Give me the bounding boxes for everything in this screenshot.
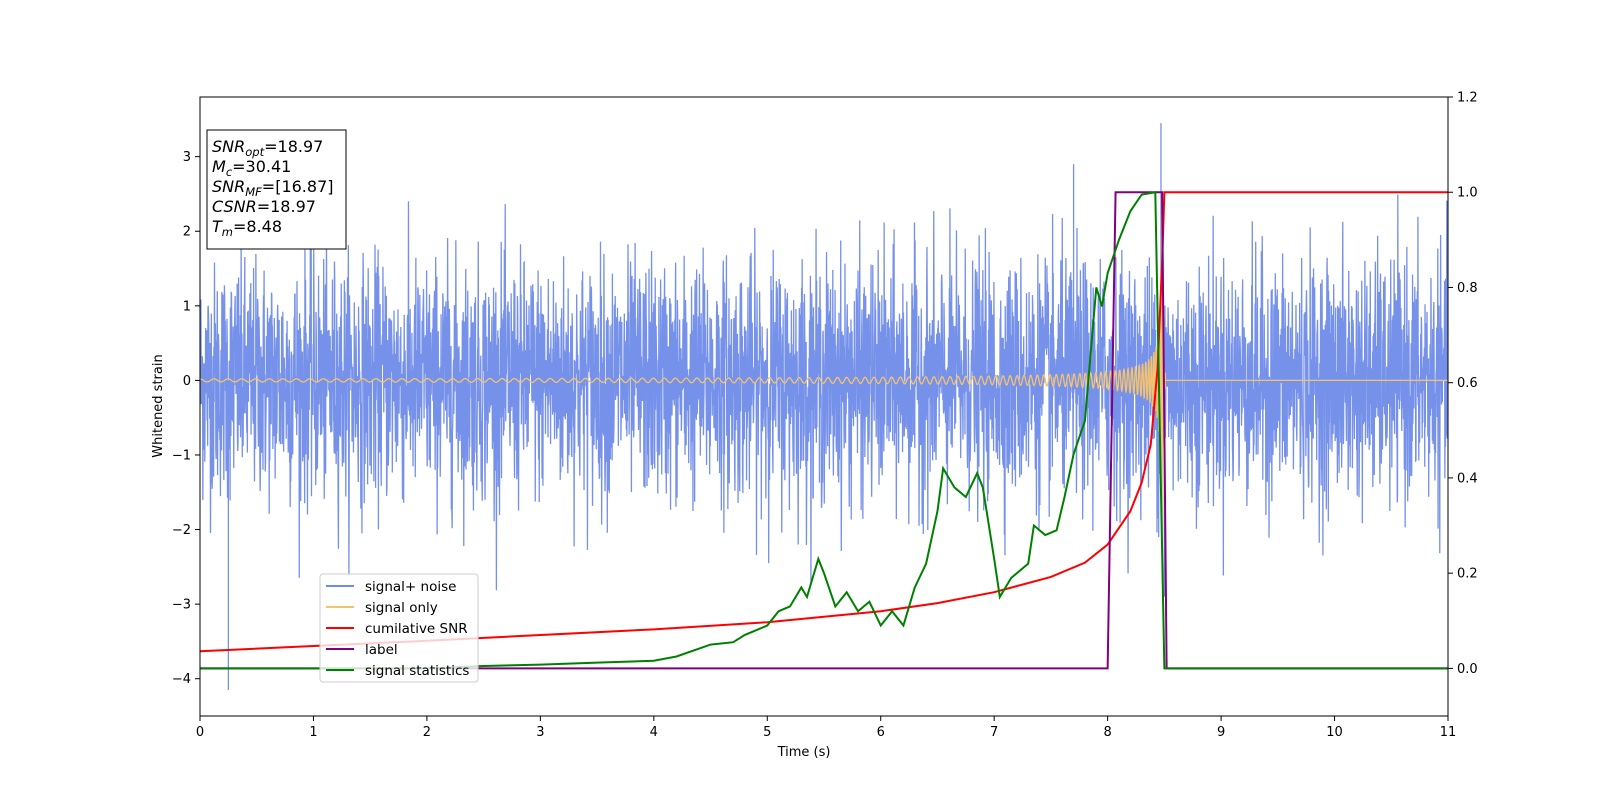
- x-tick-label: 8: [1103, 725, 1111, 740]
- legend: signal+ noise signal only cumilative SNR la…: [319, 573, 479, 683]
- x-axis-label: Time (s): [777, 745, 831, 760]
- legend-entry: signal+ noise: [365, 579, 456, 595]
- y-tick-label: −3: [172, 598, 191, 613]
- y-tick-label: −4: [172, 672, 191, 687]
- y-tick-label: 1: [183, 299, 191, 314]
- annotation-box: SNRopt=18.97Mc=30.41SNRMF=[16.87]CSNR=18…: [206, 129, 347, 250]
- x-tick-label: 1: [309, 725, 317, 740]
- annotation-line: SNRopt=18.97: [212, 137, 323, 159]
- y-tick-label: 2: [183, 225, 191, 240]
- y-tick-label: 3: [183, 150, 191, 165]
- x-tick-label: 3: [536, 725, 544, 740]
- plot-area: [200, 123, 1448, 690]
- axes-frame: [199, 96, 1449, 717]
- y2-tick-label: 0.8: [1457, 281, 1478, 296]
- legend-frame: [319, 573, 479, 683]
- series-group: [200, 123, 1448, 690]
- annotation-line: Mc=30.41: [212, 157, 291, 179]
- y2-tick-label: 0.4: [1457, 471, 1478, 486]
- annotation-line: SNRMF=[16.87]: [212, 177, 334, 199]
- y-tick-label: −2: [172, 523, 191, 538]
- x-tick-label: 6: [877, 725, 885, 740]
- y-tick-label: 0: [183, 374, 191, 389]
- annotation-line: CSNR=18.97: [212, 197, 316, 216]
- y-axis-label: Whitened strain: [151, 354, 166, 457]
- y2-tick-label: 1.2: [1457, 91, 1478, 106]
- y2-tick-label: 0.2: [1457, 567, 1478, 582]
- annotation-frame: [206, 129, 347, 250]
- x-tick-label: 0: [196, 725, 204, 740]
- x-tick-label: 2: [423, 725, 431, 740]
- annotation-line: Tm=8.48: [212, 217, 282, 239]
- legend-entry: signal only: [365, 600, 438, 616]
- y2-tick-label: 0.6: [1457, 376, 1478, 391]
- legend-entry: cumilative SNR: [365, 621, 468, 637]
- legend-entry: signal statistics: [365, 663, 469, 679]
- x-tick-label: 10: [1326, 725, 1343, 740]
- x-tick-label: 5: [763, 725, 771, 740]
- x-tick-label: 11: [1440, 725, 1457, 740]
- legend-entry: label: [365, 642, 398, 658]
- y2-tick-label: 0.0: [1457, 662, 1478, 677]
- x-tick-label: 7: [990, 725, 998, 740]
- series-cumulative-snr: [200, 191, 1448, 653]
- series-signal-only: [200, 214, 1448, 585]
- y2-tick-label: 1.0: [1457, 186, 1478, 201]
- series-signal-statistics: [200, 191, 1448, 670]
- axes: 0 1 2 3 4 5 6 7 8 9 10 11 −4 −3 −2 −1 0 1 2 3 0.0 0.2 0.4 0.6 0.…: [172, 91, 1478, 741]
- x-tick-label: 4: [650, 725, 658, 740]
- x-tick-label: 9: [1217, 725, 1225, 740]
- y-tick-label: −1: [172, 448, 191, 463]
